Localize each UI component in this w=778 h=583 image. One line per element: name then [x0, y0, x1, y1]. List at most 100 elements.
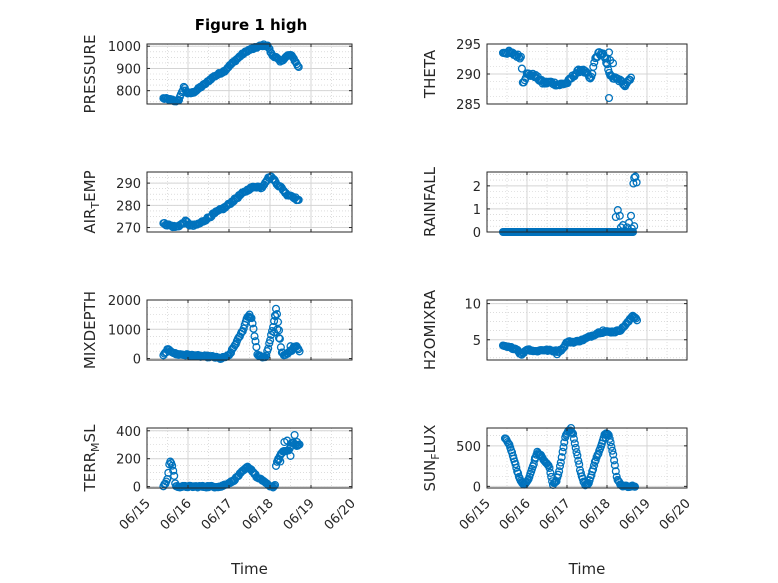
data-point: [293, 437, 302, 447]
axes-box: [146, 43, 353, 105]
data-point: [552, 350, 562, 359]
data-point: [609, 450, 618, 459]
data-point: [555, 462, 565, 471]
data-point: [591, 456, 600, 465]
data-point: [270, 482, 279, 491]
data-point: [293, 441, 302, 450]
y-axis-label: SUNFLUX: [421, 425, 442, 492]
data-point: [631, 172, 640, 181]
data-point: [606, 438, 615, 447]
y-tick-label: 2: [473, 180, 481, 195]
y-tick-label: 1000: [108, 40, 141, 55]
data-point: [615, 211, 624, 220]
data-point: [573, 66, 582, 75]
data-point: [245, 310, 254, 319]
data-point: [286, 342, 295, 351]
y-tick-label: 400: [116, 425, 141, 440]
data-point: [283, 436, 292, 445]
data-point: [276, 457, 285, 466]
data-point: [586, 74, 595, 83]
axes-box: [486, 299, 688, 361]
data-point: [530, 453, 540, 463]
data-point: [589, 62, 598, 71]
data-point: [511, 460, 520, 469]
data-point: [269, 323, 278, 332]
data-point: [274, 326, 284, 335]
data-point: [601, 433, 610, 442]
data-point: [262, 351, 271, 360]
y-tick-label: 2000: [108, 294, 141, 309]
data-point: [248, 319, 257, 328]
data-point: [545, 463, 554, 473]
data-point: [610, 456, 619, 465]
y-tick-label: 500: [456, 440, 481, 455]
data-point: [569, 434, 578, 443]
data-point: [264, 344, 273, 353]
data-point: [289, 342, 298, 351]
data-point: [252, 343, 261, 352]
data-point: [555, 467, 564, 476]
y-tick-label: 1000: [108, 323, 141, 338]
y-tick-label: 290: [456, 68, 481, 83]
axes-box: [146, 427, 353, 489]
data-point: [514, 469, 523, 478]
series-markers: [159, 172, 303, 232]
data-point: [610, 461, 619, 470]
data-point: [574, 456, 583, 465]
data-point: [632, 178, 641, 187]
data-point: [271, 312, 280, 321]
y-axis-label: RAINFALL: [421, 166, 439, 237]
data-point: [251, 337, 260, 346]
data-point: [274, 333, 284, 343]
y-axis-label: AIRTEMP: [81, 170, 102, 233]
data-point: [558, 447, 567, 456]
y-tick-label: 10: [464, 298, 481, 313]
y-tick-label: 1: [473, 203, 481, 218]
chart-panel-air-temp: 270 280 290 AIRTEMP: [81, 170, 353, 237]
data-point: [286, 451, 295, 460]
y-tick-label: 200: [116, 453, 141, 468]
series-markers: [498, 46, 636, 103]
y-axis-label: PRESSURE: [81, 35, 99, 114]
chart-panel-theta: 285 290 295 THETA: [421, 38, 688, 113]
data-point: [607, 442, 616, 451]
y-tick-label: 280: [116, 199, 141, 214]
data-point: [270, 317, 279, 326]
y-axis-label: THETA: [421, 49, 439, 99]
data-point: [542, 459, 551, 468]
data-point: [570, 439, 579, 448]
series-markers: [498, 311, 642, 359]
data-point: [605, 434, 614, 443]
y-axis-label: H2OMIXRA: [421, 289, 439, 370]
data-point: [630, 173, 639, 182]
data-point: [571, 443, 580, 452]
y-tick-label: 270: [116, 222, 141, 237]
data-point: [556, 458, 565, 467]
data-point: [572, 448, 581, 457]
y-tick-label: 0: [473, 480, 481, 495]
data-point: [170, 471, 179, 480]
data-point: [554, 470, 563, 479]
y-tick-label: 285: [456, 98, 481, 113]
data-point: [626, 211, 636, 220]
chart-panel-rainfall: 0 1 2 RAINFALL: [421, 166, 688, 241]
data-point: [557, 453, 566, 462]
data-point: [275, 334, 284, 343]
x-axis-label: Time: [230, 560, 268, 578]
data-point: [169, 466, 178, 475]
axes-box: [486, 427, 688, 489]
data-point: [573, 451, 582, 460]
data-point: [604, 93, 614, 103]
data-point: [512, 463, 521, 472]
data-point: [589, 461, 599, 470]
data-point: [575, 460, 584, 469]
data-point: [516, 52, 525, 61]
data-point: [626, 73, 636, 82]
data-point: [273, 325, 282, 334]
chart-panel-pressure: 800 900 1000 PRESSURE: [81, 35, 353, 114]
axes-box: [486, 171, 688, 233]
data-point: [608, 446, 617, 455]
data-point: [630, 482, 640, 491]
data-point: [546, 468, 555, 477]
